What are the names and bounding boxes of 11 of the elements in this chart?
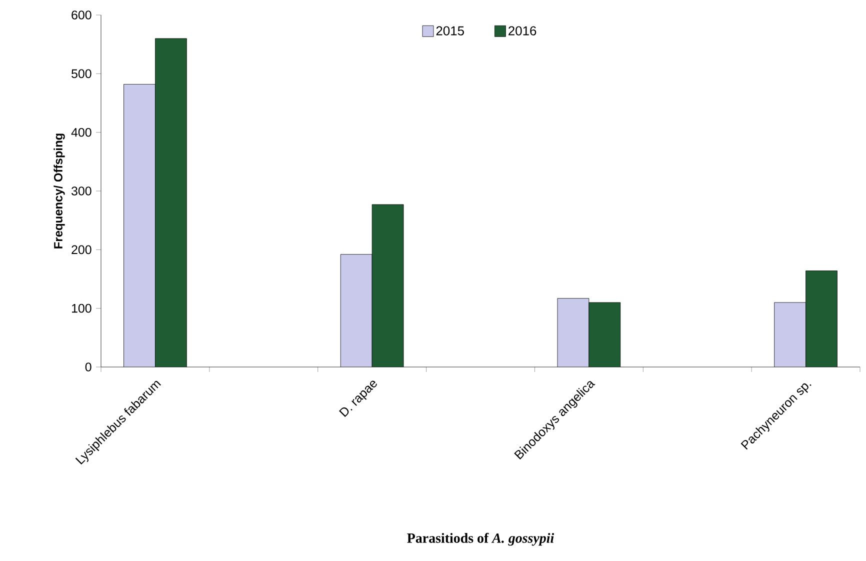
x-axis-title: Parasitiods of A. gossypii [407,532,554,546]
y-axis-title: Frequency/ Offsping [54,134,65,248]
y-tick-label: 300 [72,186,92,196]
y-tick-label: 400 [71,128,92,137]
legend-label: 2016 [508,26,536,36]
legend-label: 2015 [436,26,464,36]
y-tick-label: 500 [72,69,92,78]
y-tick-label: 200 [72,245,92,254]
y-tick-label: 0 [85,362,92,372]
y-tick-label: 100 [72,304,92,313]
y-tick-label: 600 [72,10,92,20]
